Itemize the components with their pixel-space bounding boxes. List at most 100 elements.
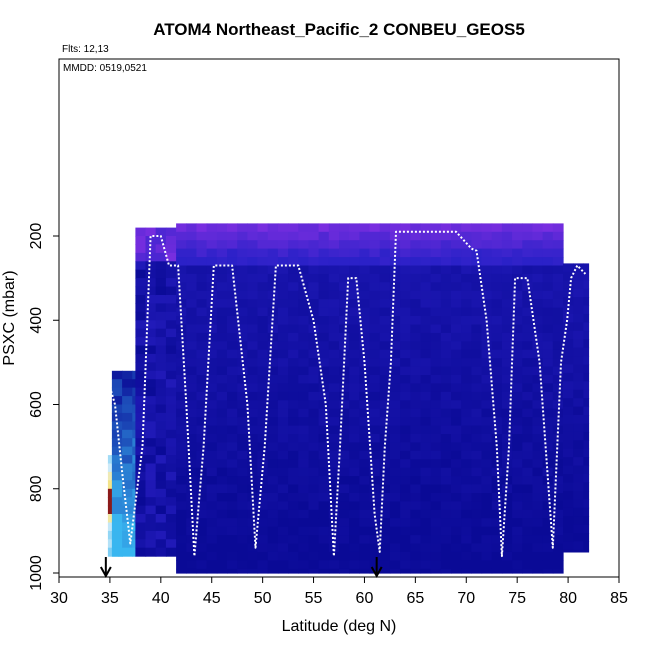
heatmap-cell — [379, 459, 391, 469]
heatmap-cell — [583, 288, 590, 298]
heatmap-cell — [196, 442, 208, 452]
heatmap-cell — [400, 273, 411, 283]
heatmap-cell — [410, 459, 422, 469]
heatmap-cell — [298, 358, 310, 368]
heatmap-cell — [145, 480, 157, 490]
heatmap-cell — [400, 476, 411, 486]
heatmap-cell — [349, 493, 360, 502]
heatmap-cell — [491, 383, 503, 393]
heatmap-cell — [420, 484, 432, 494]
heatmap-cell — [491, 273, 503, 283]
heatmap-cell — [288, 425, 299, 435]
heatmap-cell — [308, 223, 320, 233]
heatmap-cell — [216, 501, 228, 511]
heatmap-cell — [186, 568, 198, 574]
heatmap-cell — [277, 358, 289, 368]
heatmap-cell — [369, 358, 381, 368]
heatmap-cell — [267, 442, 279, 452]
heatmap-cell — [216, 417, 228, 427]
heatmap-cell — [227, 240, 238, 250]
heatmap-cell — [512, 425, 523, 435]
heatmap-cell — [349, 273, 360, 283]
heatmap-cell — [451, 358, 462, 368]
heatmap-cell — [400, 434, 411, 443]
heatmap-cell — [227, 543, 238, 553]
heatmap-cell — [512, 476, 523, 486]
heatmap-cell — [288, 459, 299, 469]
heatmap-cell — [563, 322, 574, 332]
heatmap-cell — [410, 307, 422, 317]
heatmap-cell — [135, 320, 147, 330]
heatmap-cell — [155, 353, 167, 363]
heatmap-cell — [563, 507, 574, 517]
heatmap-cell — [481, 493, 493, 502]
heatmap-cell — [501, 568, 513, 574]
heatmap-cell — [176, 341, 187, 351]
heatmap-cell — [410, 282, 422, 292]
heatmap-cell — [216, 391, 228, 401]
heatmap-cell — [389, 493, 401, 502]
heatmap-cell — [196, 518, 208, 528]
heatmap-cell — [308, 467, 320, 477]
heatmap-cell — [145, 404, 157, 414]
heatmap-cell — [277, 493, 289, 502]
heatmap-cell — [573, 415, 584, 424]
heatmap-cell — [471, 551, 483, 561]
heatmap-cell — [308, 349, 320, 359]
heatmap-cell — [176, 493, 187, 502]
heatmap-cell — [410, 324, 422, 334]
heatmap-cell — [165, 530, 177, 540]
heatmap-cell — [583, 415, 590, 424]
heatmap-cell — [389, 425, 401, 435]
heatmap-cell — [542, 324, 554, 334]
heatmap-cell — [132, 522, 136, 532]
heatmap-cell — [379, 434, 391, 443]
heatmap-cell — [552, 375, 564, 384]
heatmap-cell — [491, 476, 503, 486]
heatmap-cell — [257, 223, 269, 233]
heatmap-cell — [461, 484, 472, 494]
heatmap-cell — [461, 273, 472, 283]
heatmap-cell — [328, 341, 340, 351]
heatmap-cell — [430, 383, 442, 393]
heatmap-cell — [491, 223, 503, 233]
heatmap-cell — [542, 290, 554, 300]
heatmap-cell — [512, 265, 523, 275]
heatmap-cell — [410, 535, 422, 545]
heatmap-cell — [542, 408, 554, 418]
heatmap-cell — [573, 406, 584, 416]
heatmap-cell — [277, 349, 289, 359]
heatmap-cell — [542, 223, 554, 233]
heatmap-cell — [501, 383, 513, 393]
heatmap-cell — [359, 543, 371, 553]
heatmap-cell — [318, 248, 330, 258]
heatmap-cell — [430, 425, 442, 435]
heatmap-cell — [542, 273, 554, 283]
heatmap-cell — [552, 434, 564, 443]
heatmap-cell — [389, 383, 401, 393]
heatmap-cell — [227, 434, 238, 443]
heatmap-cell — [155, 429, 167, 439]
heatmap-cell — [237, 417, 248, 427]
heatmap-cell — [532, 290, 544, 300]
heatmap-cell — [471, 425, 483, 435]
heatmap-cell — [111, 455, 123, 465]
heatmap-cell — [267, 484, 279, 494]
heatmap-cell — [176, 509, 187, 519]
heatmap-cell — [461, 501, 472, 511]
heatmap-cell — [339, 568, 350, 574]
heatmap-cell — [155, 278, 167, 288]
heatmap-cell — [318, 358, 330, 368]
heatmap-cell — [369, 299, 381, 309]
heatmap-cell — [522, 231, 534, 241]
heatmap-cell — [420, 366, 432, 376]
heatmap-cell — [359, 450, 371, 460]
heatmap-cell — [583, 533, 590, 542]
x-tick-label: 80 — [559, 590, 577, 607]
heatmap-cell — [277, 248, 289, 258]
heatmap-cell — [328, 560, 340, 570]
heatmap-cell — [339, 501, 350, 511]
heatmap-cell — [318, 551, 330, 561]
heatmap-cell — [471, 518, 483, 528]
heatmap-cell — [583, 356, 590, 366]
